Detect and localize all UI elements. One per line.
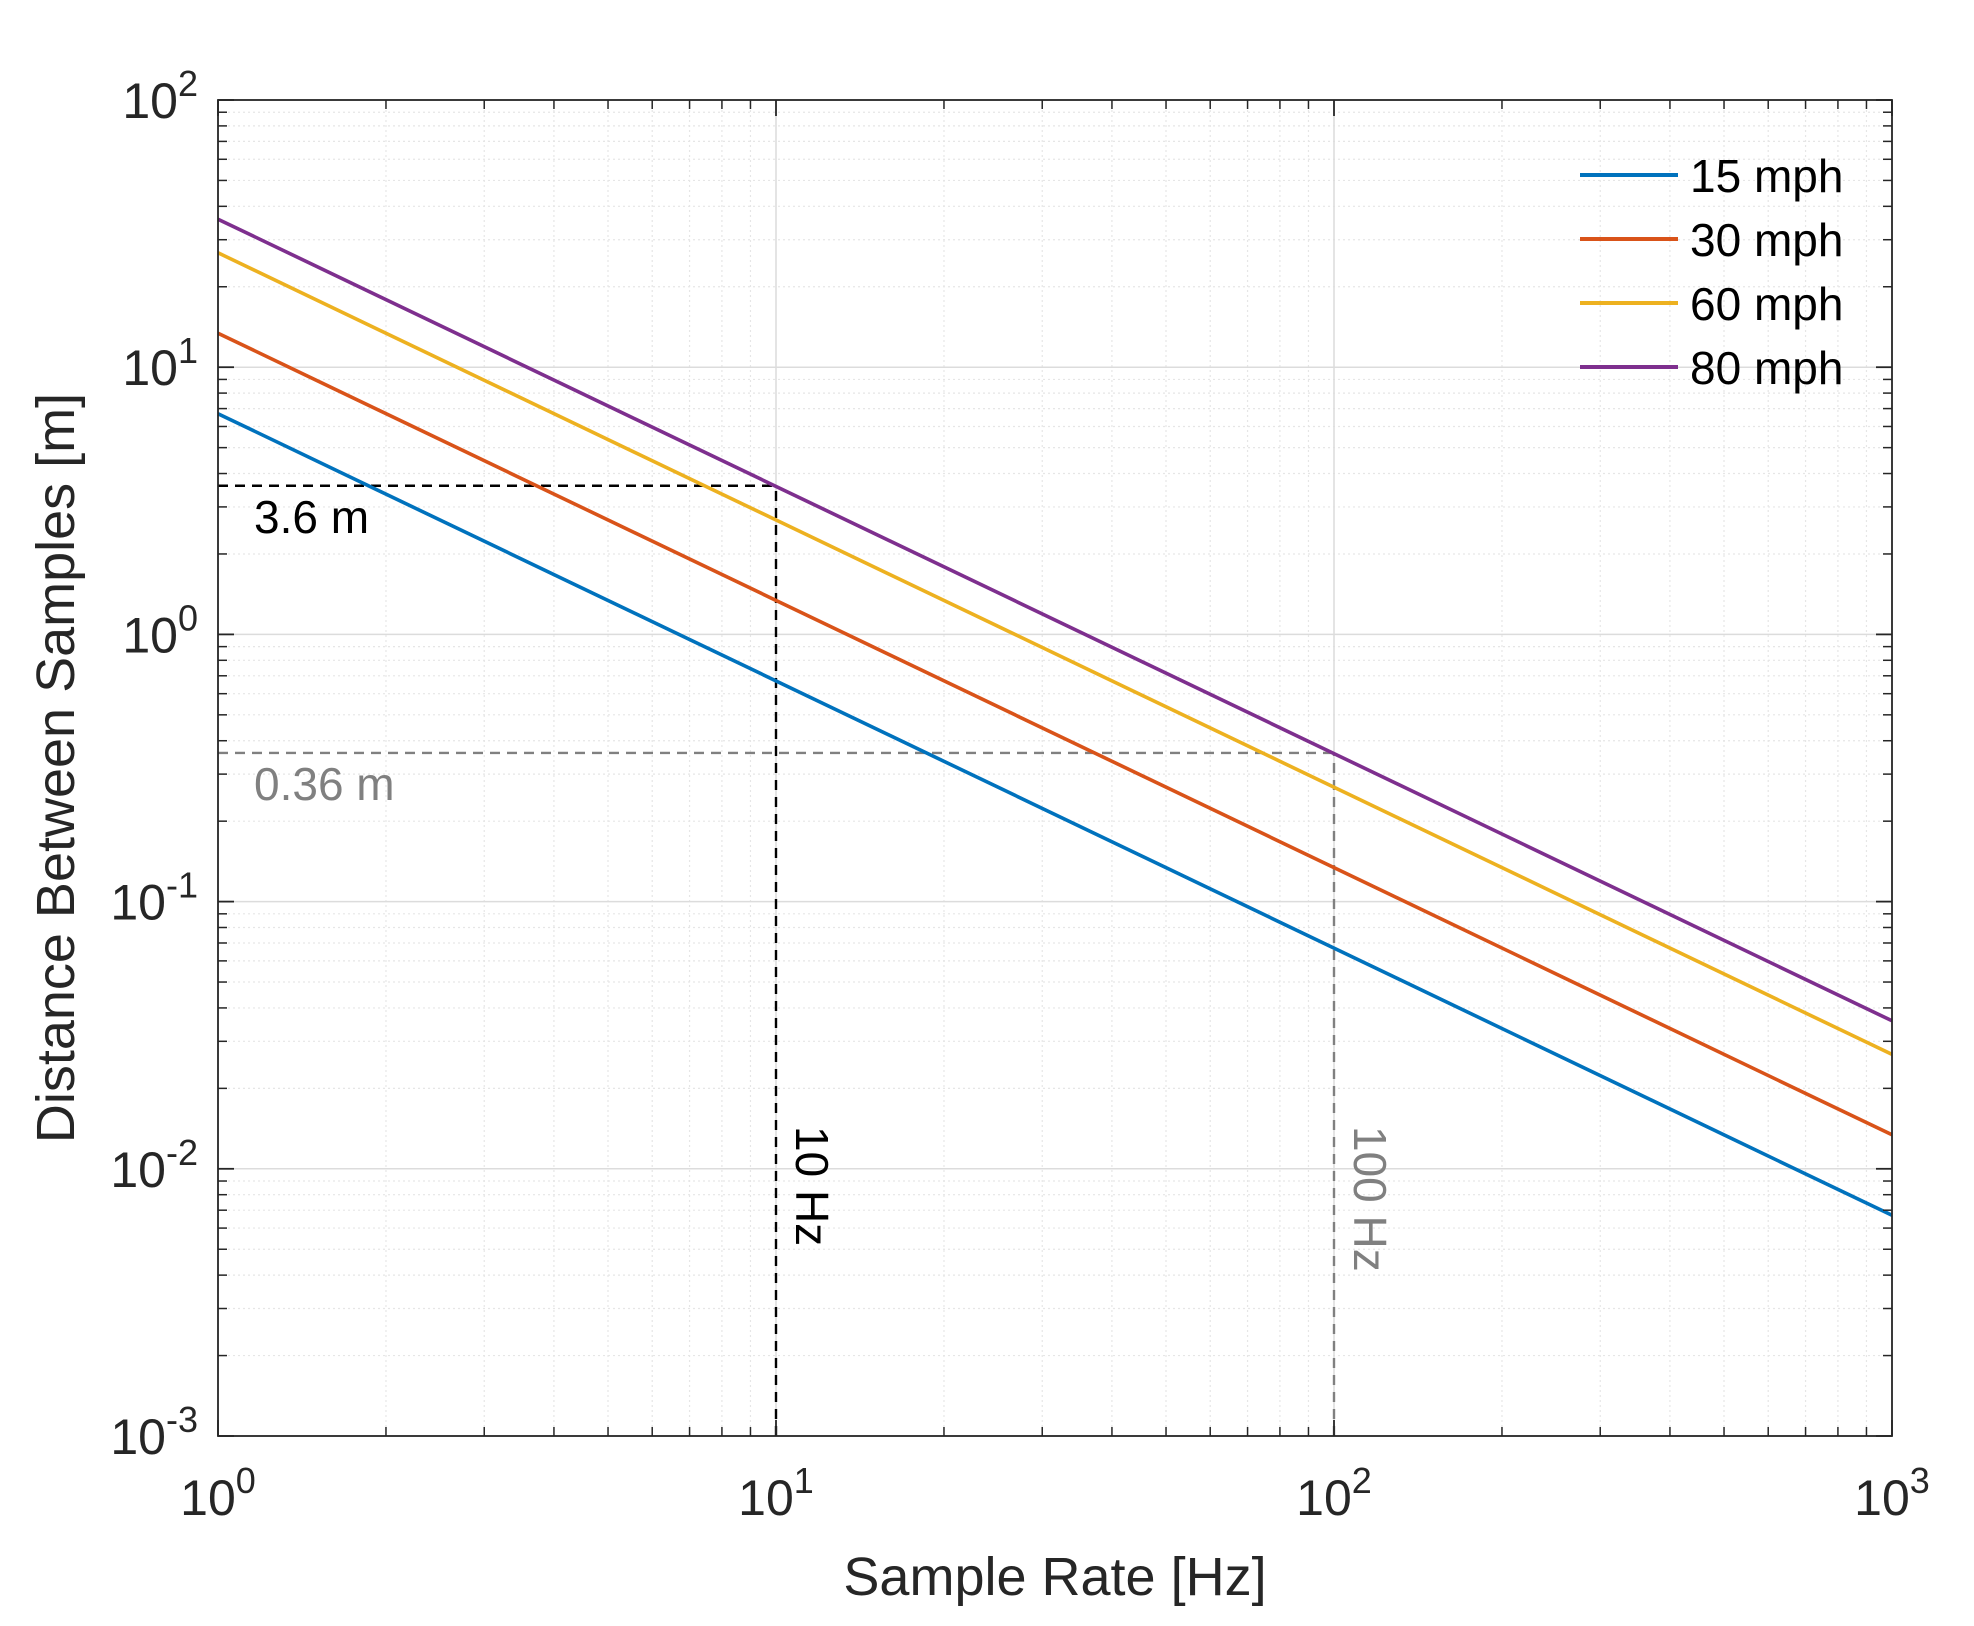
minor-grid [218,100,1892,1436]
x-tick-label-base: 10 [738,1470,794,1526]
annotation-label: 100 Hz [1344,1126,1396,1272]
legend-label: 80 mph [1690,342,1843,394]
y-tick-label: 101 [122,330,198,396]
axes-frame [217,99,1893,1437]
y-tick-label: 10-1 [110,865,198,931]
series-line-2 [217,331,1893,1137]
x-tick-label-base: 10 [180,1470,236,1526]
x-tick-label-base: 10 [1296,1470,1352,1526]
x-tick-label-base: 10 [1854,1470,1910,1526]
annotation-label: 0.36 m [254,758,395,810]
x-tick-label-exponent: 2 [1352,1460,1372,1501]
annotations: 3.6 m 10 Hz 0.36 m 100 Hz [254,491,1396,1272]
series-line-3 [217,251,1893,1057]
x-tick-label-exponent: 3 [1910,1460,1930,1501]
y-tick-label-base: 10 [122,340,178,396]
x-axis-label: Sample Rate [Hz] [843,1547,1266,1607]
tick-marks [217,99,1893,1437]
y-axis-label: Distance Between Samples [m] [26,393,86,1143]
series-line-4 [217,217,1893,1023]
x-tick-label: 100 [180,1460,256,1526]
y-tick-label: 10-3 [110,1399,198,1465]
series-lines [217,217,1893,1217]
x-tick-label-exponent: 0 [236,1460,256,1501]
y-tick-label-base: 10 [110,1409,166,1465]
x-tick-label: 103 [1854,1460,1930,1526]
legend-label: 15 mph [1690,150,1843,202]
y-tick-label-exponent: 0 [178,597,198,638]
y-tick-label: 102 [122,63,198,129]
y-tick-label-exponent: -1 [166,865,198,906]
series-line-1 [217,412,1893,1217]
legend-label: 60 mph [1690,278,1843,330]
y-tick-label-base: 10 [122,73,178,129]
y-tick-label-base: 10 [110,875,166,931]
plot-background [218,100,1892,1436]
annotation-label: 3.6 m [254,491,369,543]
plot-frame [217,99,1893,1437]
y-tick-label-exponent: 2 [178,63,198,104]
x-tick-label-exponent: 1 [794,1460,814,1501]
legend-label: 30 mph [1690,214,1843,266]
y-tick-label: 100 [122,597,198,663]
annotation-label: 10 Hz [786,1126,838,1246]
y-tick-label-base: 10 [110,1142,166,1198]
y-tick-label-exponent: -2 [166,1132,198,1173]
x-tick-label: 101 [738,1460,814,1526]
legend: 15 mph 30 mph 60 mph 80 mph [1580,150,1843,394]
x-tick-label: 102 [1296,1460,1372,1526]
y-tick-label-base: 10 [122,607,178,663]
y-tick-label-exponent: 1 [178,330,198,371]
y-tick-label: 10-2 [110,1132,198,1198]
y-tick-label-exponent: -3 [166,1399,198,1440]
